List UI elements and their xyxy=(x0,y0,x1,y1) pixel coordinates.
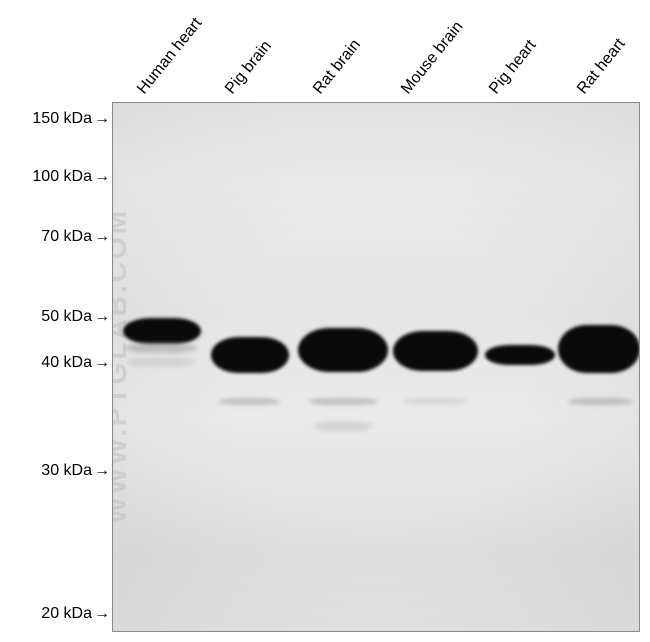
mw-label-4: 40 kDa→ xyxy=(41,354,110,372)
band-lane0-1 xyxy=(125,343,197,353)
band-lane2-6 xyxy=(308,398,378,405)
arrow-icon: → xyxy=(94,168,110,186)
band-lane0-2 xyxy=(127,358,195,366)
mw-label-0: 150 kDa→ xyxy=(32,110,110,128)
mw-label-5: 30 kDa→ xyxy=(41,462,110,480)
mw-label-1: 100 kDa→ xyxy=(32,168,110,186)
lane-label-5: Rat heart xyxy=(574,36,629,98)
lane-label-1: Pig brain xyxy=(222,38,276,98)
band-lane4-10 xyxy=(485,345,555,365)
lane-labels-container: Human heart Pig brain Rat brain Mouse brain… xyxy=(120,0,640,100)
arrow-icon: → xyxy=(94,462,110,480)
mw-label-6: 20 kDa→ xyxy=(41,605,110,623)
arrow-icon: → xyxy=(94,308,110,326)
lane-label-0: Human heart xyxy=(134,15,206,98)
band-lane2-5 xyxy=(298,328,388,372)
arrow-icon: → xyxy=(94,110,110,128)
blot-membrane: WWW.PTGLAB.COM xyxy=(112,102,640,632)
lane-label-4: Pig heart xyxy=(486,37,540,98)
band-lane0-0 xyxy=(123,318,201,344)
watermark-text: WWW.PTGLAB.COM xyxy=(113,208,133,524)
blot-inner: WWW.PTGLAB.COM xyxy=(113,103,639,631)
band-lane5-11 xyxy=(558,325,639,373)
band-lane1-4 xyxy=(218,398,280,405)
western-blot-figure: Human heart Pig brain Rat brain Mouse brain… xyxy=(0,0,650,642)
band-lane3-8 xyxy=(393,331,478,371)
mw-label-3: 50 kDa→ xyxy=(41,308,110,326)
band-lane3-9 xyxy=(403,398,468,404)
arrow-icon: → xyxy=(94,228,110,246)
mw-label-2: 70 kDa→ xyxy=(41,228,110,246)
arrow-icon: → xyxy=(94,354,110,372)
lane-label-2: Rat brain xyxy=(310,36,365,98)
band-lane2-7 xyxy=(313,421,373,431)
lane-label-3: Mouse brain xyxy=(398,18,467,98)
arrow-icon: → xyxy=(94,605,110,623)
band-lane1-3 xyxy=(211,337,289,373)
band-lane5-12 xyxy=(568,398,633,405)
